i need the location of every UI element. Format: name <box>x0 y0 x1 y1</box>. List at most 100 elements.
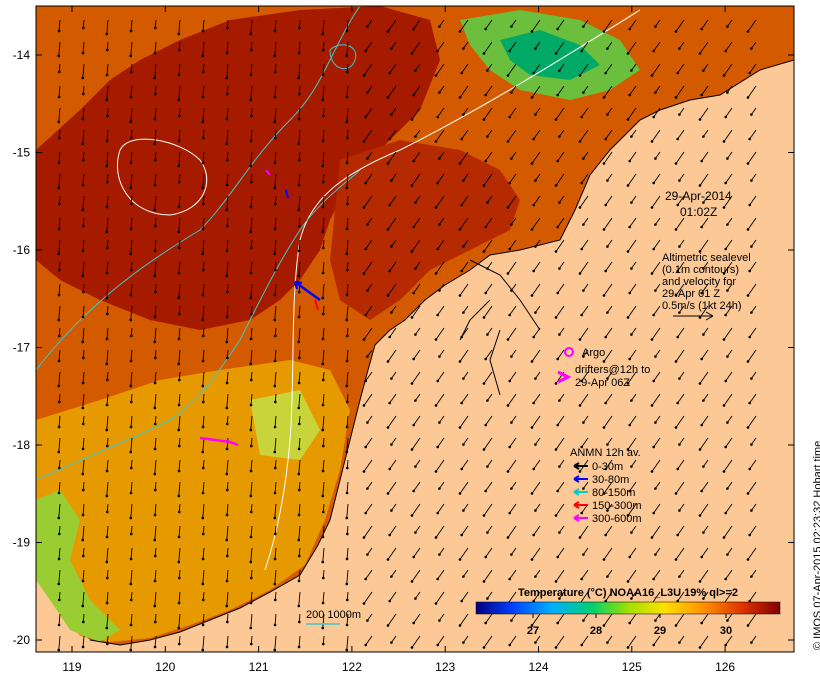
velocity-arrow-head <box>297 538 301 542</box>
velocity-arrow-head <box>105 428 109 432</box>
velocity-arrow <box>250 569 253 579</box>
velocity-arrow <box>439 19 445 27</box>
velocity-arrow <box>106 613 109 628</box>
velocity-arrow <box>437 107 445 118</box>
velocity-arrow-head <box>702 597 705 600</box>
velocity-arrow-head <box>748 599 751 603</box>
velocity-arrow <box>747 547 757 560</box>
velocity-arrow-head <box>154 488 157 492</box>
velocity-arrow <box>435 525 445 538</box>
velocity-arrow <box>82 613 85 623</box>
velocity-arrow-head <box>726 421 729 424</box>
velocity-arrow-head <box>486 69 489 72</box>
velocity-arrow <box>727 481 733 489</box>
velocity-arrow <box>130 85 133 97</box>
velocity-arrow <box>58 41 61 56</box>
velocity-arrow <box>178 129 181 141</box>
velocity-arrow-head <box>226 26 229 30</box>
velocity-arrow <box>202 635 205 650</box>
velocity-arrow-head <box>582 223 585 226</box>
velocity-arrow <box>106 349 109 364</box>
velocity-arrow <box>439 85 445 93</box>
velocity-arrow <box>509 635 517 646</box>
velocity-arrow-head <box>386 294 390 297</box>
velocity-arrow <box>363 525 373 538</box>
velocity-arrow <box>411 437 421 450</box>
velocity-arrow-head <box>153 183 157 187</box>
velocity-arrow-head <box>482 514 486 517</box>
velocity-arrow <box>627 41 637 54</box>
velocity-arrow-head <box>558 399 561 402</box>
velocity-arrow-head <box>630 69 633 72</box>
cold-patch-north <box>500 30 600 80</box>
velocity-arrow-head <box>297 579 301 583</box>
velocity-arrow <box>58 635 61 650</box>
velocity-arrow <box>629 613 637 624</box>
velocity-arrow-head <box>57 623 61 627</box>
velocity-arrow-head <box>554 250 558 253</box>
velocity-arrow <box>106 19 109 34</box>
velocity-arrow <box>653 371 661 382</box>
velocity-arrow <box>250 173 253 183</box>
velocity-arrow <box>274 305 277 320</box>
velocity-arrow <box>346 459 349 469</box>
velocity-arrow-head <box>225 604 229 608</box>
velocity-arrow-head <box>628 225 631 229</box>
velocity-arrow <box>699 635 709 648</box>
velocity-arrow-head <box>105 601 109 605</box>
velocity-arrow <box>747 415 757 428</box>
velocity-arrow-head <box>366 619 369 622</box>
velocity-arrow <box>725 107 733 118</box>
velocity-arrow <box>178 635 181 645</box>
velocity-arrow <box>365 107 373 118</box>
velocity-arrow-head <box>81 117 85 121</box>
velocity-arrow-head <box>105 73 109 77</box>
velocity-arrow-head <box>410 52 414 55</box>
velocity-arrow <box>727 19 733 27</box>
velocity-arrow <box>723 261 733 274</box>
velocity-arrow-head <box>274 598 277 602</box>
anmn-legend-label: 80-150m <box>592 487 635 499</box>
velocity-arrow <box>607 305 613 313</box>
velocity-arrow <box>367 481 373 489</box>
velocity-arrow-head <box>702 267 705 270</box>
velocity-arrow <box>485 415 493 426</box>
velocity-arrow <box>579 129 589 142</box>
velocity-arrow <box>346 415 349 427</box>
velocity-arrow <box>555 239 565 252</box>
velocity-arrow-head <box>532 203 535 207</box>
velocity-arrow-head <box>630 465 633 468</box>
velocity-arrow-head <box>606 113 609 116</box>
velocity-arrow-head <box>602 624 606 627</box>
velocity-arrow <box>605 525 613 536</box>
velocity-arrow-head <box>201 161 205 165</box>
velocity-note-line-5: 0.5m/s (1kt 24h) <box>662 300 741 312</box>
velocity-arrow-head <box>225 142 229 146</box>
velocity-arrow-head <box>57 186 61 190</box>
velocity-arrow-head <box>532 71 535 75</box>
velocity-arrow <box>82 481 85 491</box>
velocity-arrow-head <box>510 553 513 556</box>
velocity-arrow <box>274 195 277 205</box>
velocity-arrow-head <box>364 445 367 449</box>
velocity-arrow-head <box>386 162 390 165</box>
velocity-arrow-head <box>345 293 349 297</box>
anmn-legend-label: 30-80m <box>592 474 629 486</box>
velocity-arrow-head <box>412 225 415 229</box>
velocity-arrow-head <box>322 114 325 118</box>
velocity-arrow <box>202 569 205 584</box>
velocity-arrow <box>387 547 397 560</box>
velocity-arrow <box>130 327 133 337</box>
velocity-arrow <box>274 525 277 535</box>
velocity-arrow <box>389 261 397 272</box>
velocity-arrow-head <box>602 294 606 297</box>
velocity-arrow <box>154 239 157 251</box>
anmn-arrow-blue <box>293 280 321 302</box>
velocity-arrow <box>58 195 61 205</box>
velocity-arrow <box>391 239 397 247</box>
velocity-arrow-head <box>674 558 678 561</box>
velocity-arrow-head <box>105 469 109 473</box>
velocity-arrow-head <box>722 140 726 143</box>
velocity-arrow-head <box>700 225 703 229</box>
